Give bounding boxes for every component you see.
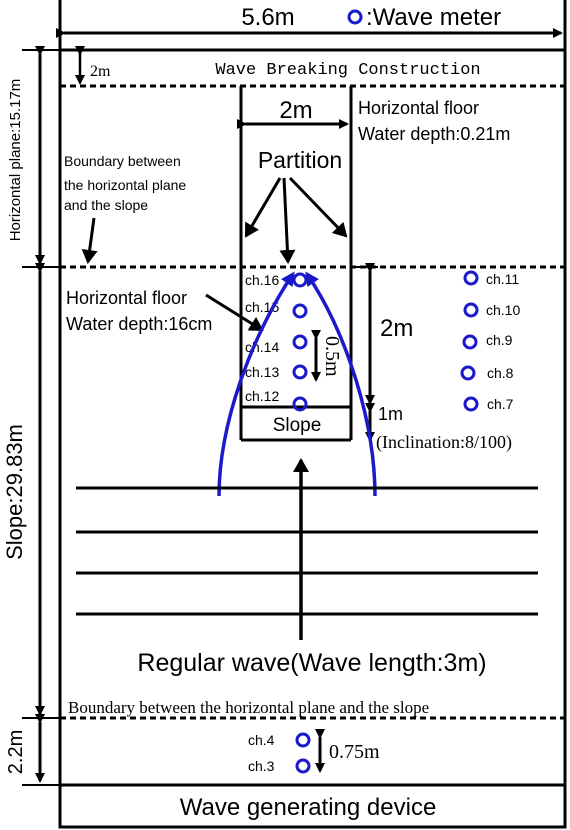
outer-gauges: ch.11 ch.10 ch.9 ch.8 ch.7 (460, 270, 520, 412)
bottom-spacing-label: 0.75m (329, 741, 380, 763)
gauge-label: ch.11 (486, 271, 519, 287)
generator-label: Wave generating device (180, 794, 437, 821)
gauge-label: ch.7 (487, 396, 514, 412)
gauge-label: ch.16 (245, 272, 279, 288)
gauge-ch12-icon (292, 396, 308, 412)
horizontal-plane-label: Horizontal plane:15.17m (7, 79, 24, 242)
lower-boundary-label: Boundary between the horizontal plane an… (68, 698, 429, 717)
gauge-label: ch.10 (486, 302, 520, 318)
gauge-label: ch.13 (245, 364, 279, 380)
gauge-ch16-icon (292, 272, 308, 288)
boundary-label-line2: the horizontal plane (64, 177, 186, 193)
inclination-label: (Inclination:8/100) (376, 432, 512, 453)
gauge-ch3-icon (295, 758, 311, 774)
construction-label: Wave Breaking Construction (215, 61, 480, 80)
gap-label: 2m (90, 63, 111, 80)
gauge-ch4-icon (295, 732, 311, 748)
partition-pointer-left (244, 177, 282, 238)
tank-outline (58, 48, 567, 829)
gauge-ch13-icon (292, 364, 308, 380)
wave-label: Regular wave(Wave length:3m) (137, 649, 486, 677)
gauge-label: ch.12 (245, 388, 279, 404)
gauge-ch15-icon (292, 303, 308, 319)
slope-length-label: Slope:29.83m (2, 424, 27, 560)
gauge-label: ch.4 (248, 732, 275, 748)
channel-floor-label-line2: Water depth:16cm (66, 314, 212, 334)
gauge-ch7-icon (463, 396, 479, 412)
gauge-label: ch.8 (487, 365, 514, 381)
gauge-ch14-icon (292, 334, 308, 350)
boundary-label-line1: Boundary between (64, 153, 181, 169)
channel-floor-pointer (205, 293, 264, 332)
top-floor-label-line2: Water depth:0.21m (358, 124, 510, 144)
gauge-ch8-icon (460, 365, 476, 381)
gauge-ch10-icon (463, 302, 479, 318)
channel-length-label: 2m (380, 315, 413, 342)
width-label: 5.6m (241, 4, 294, 31)
legend-label: :Wave meter (366, 4, 501, 31)
gauge-ch9-icon (462, 334, 478, 350)
boundary-pointer (81, 217, 98, 264)
top-floor-label-line1: Horizontal floor (358, 98, 479, 118)
gauge-label: ch.9 (486, 332, 513, 348)
partition-width-label: 2m (279, 97, 312, 124)
slope-segment-label: 1m (378, 404, 403, 424)
gauge-spacing-label: 0.5m (321, 336, 343, 377)
bottom-length-label: 2.2m (5, 730, 27, 774)
flow-arrow-left (217, 271, 295, 497)
gauge-label: ch.3 (248, 758, 275, 774)
gauge-ch11-icon (463, 270, 479, 286)
partition-label: Partition (258, 147, 342, 173)
partition-pointer-center (279, 177, 296, 264)
boundary-label-line3: and the slope (64, 197, 148, 213)
flow-arrow-right (305, 271, 377, 497)
inner-gauges: ch.16 ch.15 ch.14 ch.13 ch.12 (245, 272, 308, 412)
channel-slope-label: Slope (273, 415, 322, 436)
channel-floor-label-line1: Horizontal floor (66, 288, 187, 308)
wave-meter-legend-icon (347, 9, 363, 25)
partition-pointer-right (288, 176, 348, 238)
